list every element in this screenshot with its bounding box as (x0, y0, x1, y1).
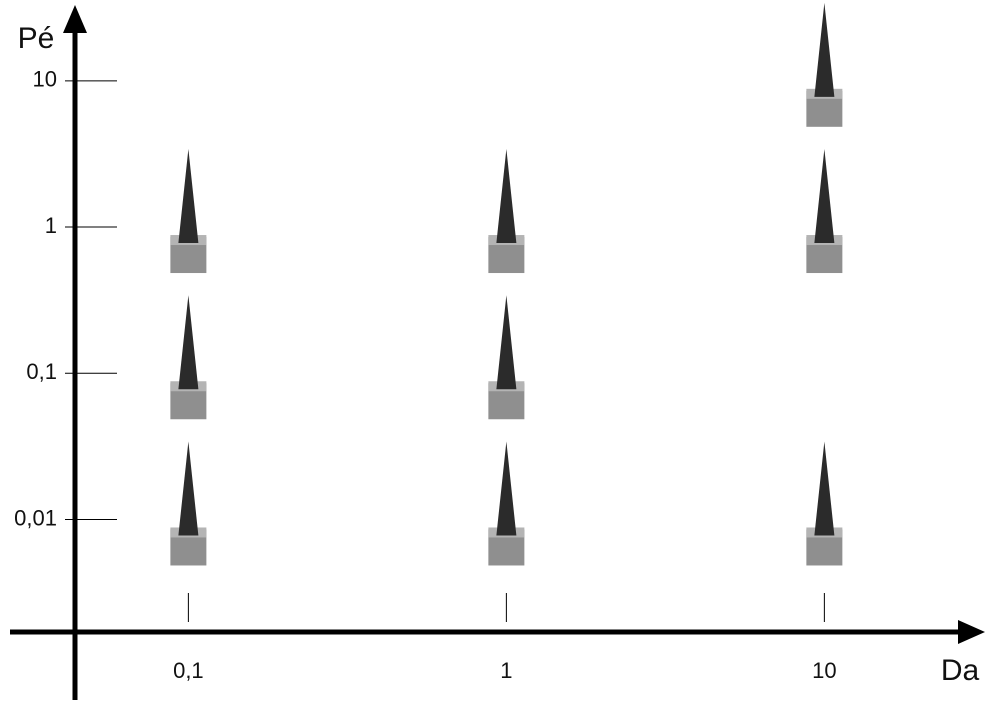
cone (496, 149, 517, 244)
y-axis-title: Pé (18, 22, 55, 55)
cone (814, 2, 835, 97)
cone (814, 149, 835, 244)
cone (178, 149, 199, 244)
cone-marker (806, 2, 843, 127)
x-tick-label: 10 (812, 658, 836, 683)
cone (178, 295, 199, 390)
x-tick-label: 1 (500, 658, 512, 683)
x-axis-title: Da (941, 654, 980, 687)
cone-marker (806, 149, 843, 274)
cone (496, 295, 517, 390)
x-axis-arrow (958, 620, 985, 644)
y-tick-label: 0,1 (26, 359, 57, 384)
y-axis-arrow (63, 5, 87, 33)
cone-marker (170, 149, 207, 274)
cone-marker (806, 441, 843, 566)
cone-marker (488, 149, 525, 274)
cone-marker (170, 295, 207, 420)
cone-marker (170, 441, 207, 566)
cone-marker (488, 295, 525, 420)
x-tick-label: 0,1 (173, 658, 204, 683)
cone-marker (488, 441, 525, 566)
cone (496, 441, 517, 536)
y-tick-label: 1 (45, 213, 57, 238)
cone (814, 441, 835, 536)
cone (178, 441, 199, 536)
y-tick-label: 0,01 (14, 505, 57, 530)
y-tick-label: 10 (33, 67, 57, 92)
